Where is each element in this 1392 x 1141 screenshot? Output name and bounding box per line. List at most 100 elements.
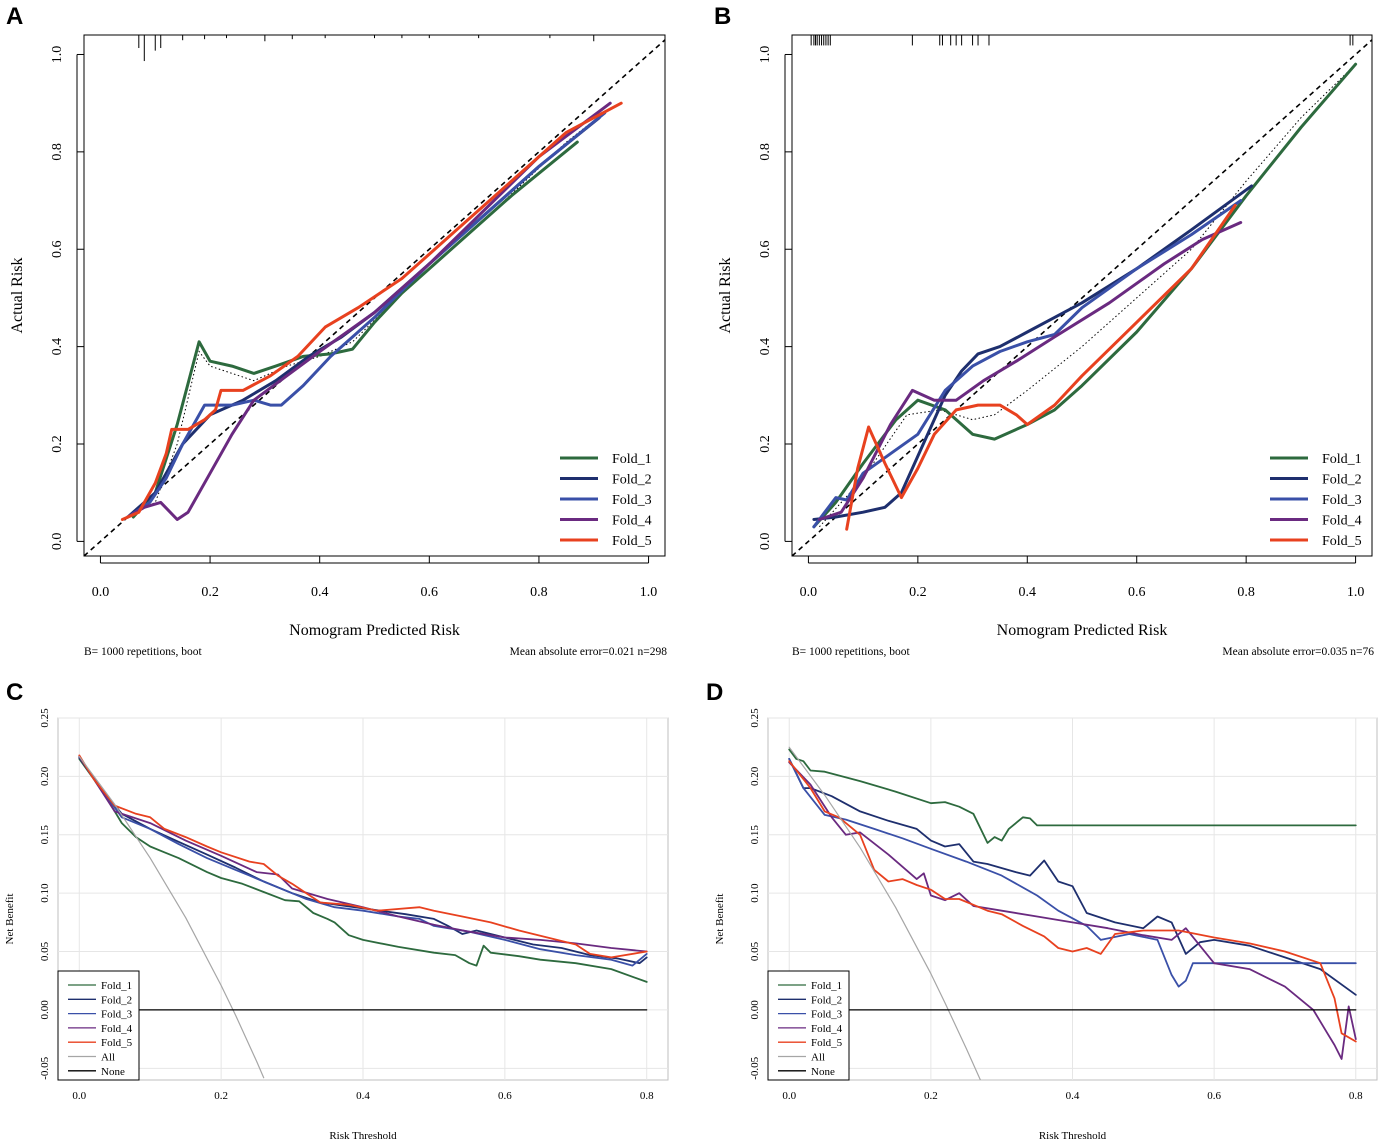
x-tick-label: 0.8 xyxy=(640,1090,654,1102)
plot-area xyxy=(84,35,665,556)
legend-label: Fold_2 xyxy=(811,994,842,1006)
y-tick-label: 0.20 xyxy=(749,766,761,786)
x-tick-label: 0.8 xyxy=(1349,1090,1363,1102)
y-tick-label: 0.6 xyxy=(758,240,773,257)
legend: Fold_1 Fold_2 Fold_3 Fold_4 Fold_5 xyxy=(1270,452,1362,549)
x-tick-label: 1.0 xyxy=(1347,585,1365,600)
y-tick-label: 0.8 xyxy=(758,143,773,161)
legend-label: None xyxy=(101,1066,125,1078)
legend-label: Fold_4 xyxy=(101,1023,133,1035)
apparent-calibration-curve xyxy=(127,107,611,518)
x-axis-title: Risk Threshold xyxy=(1039,1130,1107,1141)
legend-label: Fold_5 xyxy=(811,1037,843,1049)
series-line-fold-2 xyxy=(812,184,1254,521)
legend-box xyxy=(767,970,850,1081)
y-tick-label: 0.05 xyxy=(749,941,761,961)
y-axis-title: Actual Risk xyxy=(717,258,734,334)
x-axis-title: Nomogram Predicted Risk xyxy=(997,622,1168,639)
legend-label: None xyxy=(811,1066,835,1078)
x-tick-label: 0.6 xyxy=(498,1090,512,1102)
y-tick-label: -0.05 xyxy=(749,1056,761,1079)
series-line-fold-3 xyxy=(812,199,1243,529)
panel-label-a: A xyxy=(6,3,23,30)
x-tick-label: 0.4 xyxy=(311,585,329,600)
legend-label: Fold_1 xyxy=(811,980,842,992)
x-tick-label: 0.4 xyxy=(356,1090,370,1102)
x-tick-label: 0.6 xyxy=(421,585,439,600)
calibration-chart-b: 0.0 0.2 0.4 0.6 0.8 1.0 0.0 0.2 0.4 0.6 0.8 1.0 Nomo… xyxy=(717,34,1374,658)
x-tick-label: 0.2 xyxy=(909,585,927,600)
mean-absolute-error-note: Mean absolute error=0.035 n=76 xyxy=(1222,646,1374,658)
panel-label-c: C xyxy=(6,679,23,706)
x-tick-label: 0.8 xyxy=(530,585,548,600)
y-tick-label: 0.6 xyxy=(50,240,65,257)
x-tick-label: 0.2 xyxy=(924,1090,938,1102)
legend-label: Fold_4 xyxy=(811,1023,843,1035)
series-line-fold-3 xyxy=(78,755,648,967)
legend-label: Fold_3 xyxy=(811,1009,843,1021)
series-line-fold-2 xyxy=(788,758,1357,996)
y-tick-label: 0.00 xyxy=(39,1000,51,1020)
y-tick-label: 0.05 xyxy=(39,941,51,961)
x-tick-label: 0.2 xyxy=(214,1090,228,1102)
series-line-all xyxy=(788,746,982,1080)
legend-label: Fold_1 xyxy=(1322,452,1362,467)
series-line-all xyxy=(78,755,265,1079)
legend-box xyxy=(57,970,140,1081)
y-tick-label: -0.05 xyxy=(39,1056,51,1079)
legend-label: Fold_3 xyxy=(612,493,652,508)
y-tick-label: 0.10 xyxy=(749,883,761,903)
y-tick-label: 0.4 xyxy=(50,338,65,356)
legend: Fold_1 Fold_2 Fold_3 Fold_4 Fold_5 All None xyxy=(57,970,140,1081)
y-tick-label: 1.0 xyxy=(758,46,773,64)
x-tick-label: 1.0 xyxy=(640,585,658,600)
x-tick-label: 0.8 xyxy=(1237,585,1255,600)
series-line-fold-5 xyxy=(845,203,1237,531)
series-line-fold-1 xyxy=(788,748,1357,844)
series-line-fold-3 xyxy=(788,758,1357,988)
series-line-fold-4 xyxy=(78,755,648,953)
apparent-calibration-curve xyxy=(819,63,1356,528)
y-tick-label: 0.25 xyxy=(39,708,51,728)
x-tick-label: 0.0 xyxy=(72,1090,86,1102)
legend: Fold_1 Fold_2 Fold_3 Fold_4 Fold_5 xyxy=(560,452,652,549)
x-tick-label: 0.6 xyxy=(1128,585,1146,600)
y-tick-label: 0.10 xyxy=(39,883,51,903)
mean-absolute-error-note: Mean absolute error=0.021 n=298 xyxy=(510,646,668,658)
legend-label: Fold_1 xyxy=(101,980,132,992)
y-tick-label: 0.8 xyxy=(50,143,65,161)
decision-curve-chart-d: 0.0 0.2 0.4 0.6 0.8 -0.05 0.00 0.05 0.10 0.15 0.20… xyxy=(714,708,1378,1141)
legend-label: Fold_4 xyxy=(1322,514,1362,529)
y-tick-label: 0.4 xyxy=(758,338,773,356)
legend-label: Fold_5 xyxy=(101,1037,133,1049)
x-tick-label: 0.2 xyxy=(201,585,219,600)
legend-label: Fold_1 xyxy=(612,452,652,467)
series-line-fold-1 xyxy=(131,140,579,519)
plot-area xyxy=(792,35,1372,556)
legend-label: Fold_3 xyxy=(1322,493,1362,508)
x-axis-title: Nomogram Predicted Risk xyxy=(289,622,460,639)
bootstrap-note: B= 1000 repetitions, boot xyxy=(792,646,910,658)
y-tick-label: 0.20 xyxy=(39,766,51,786)
legend: Fold_1 Fold_2 Fold_3 Fold_4 Fold_5 All None xyxy=(767,970,850,1081)
calibration-chart-a: 0.0 0.2 0.4 0.6 0.8 1.0 0.0 0.2 0.4 0.6 0.8 1.0 Nomo… xyxy=(9,34,668,658)
y-tick-label: 0.2 xyxy=(50,435,65,453)
legend-label: Fold_2 xyxy=(612,473,652,488)
series-line-fold-3 xyxy=(126,111,607,519)
legend-label: Fold_2 xyxy=(1322,473,1362,488)
plot-area xyxy=(768,746,1357,1080)
y-tick-label: 0.15 xyxy=(39,825,51,845)
panel-label-b: B xyxy=(714,3,731,30)
bootstrap-note: B= 1000 repetitions, boot xyxy=(84,646,202,658)
x-tick-label: 0.0 xyxy=(92,585,110,600)
series-line-fold-2 xyxy=(78,756,648,965)
series-line-fold-4 xyxy=(817,221,1243,521)
decision-curve-chart-c: 0.0 0.2 0.4 0.6 0.8 -0.05 0.00 0.05 0.10 0.15 0.20… xyxy=(4,708,669,1141)
y-tick-label: 0.0 xyxy=(50,533,65,551)
y-axis-title: Net Benefit xyxy=(714,893,726,944)
x-tick-label: 0.4 xyxy=(1066,1090,1080,1102)
legend-label: Fold_3 xyxy=(101,1009,133,1021)
series-line-fold-5 xyxy=(788,760,1357,1043)
y-tick-label: 0.15 xyxy=(749,825,761,845)
